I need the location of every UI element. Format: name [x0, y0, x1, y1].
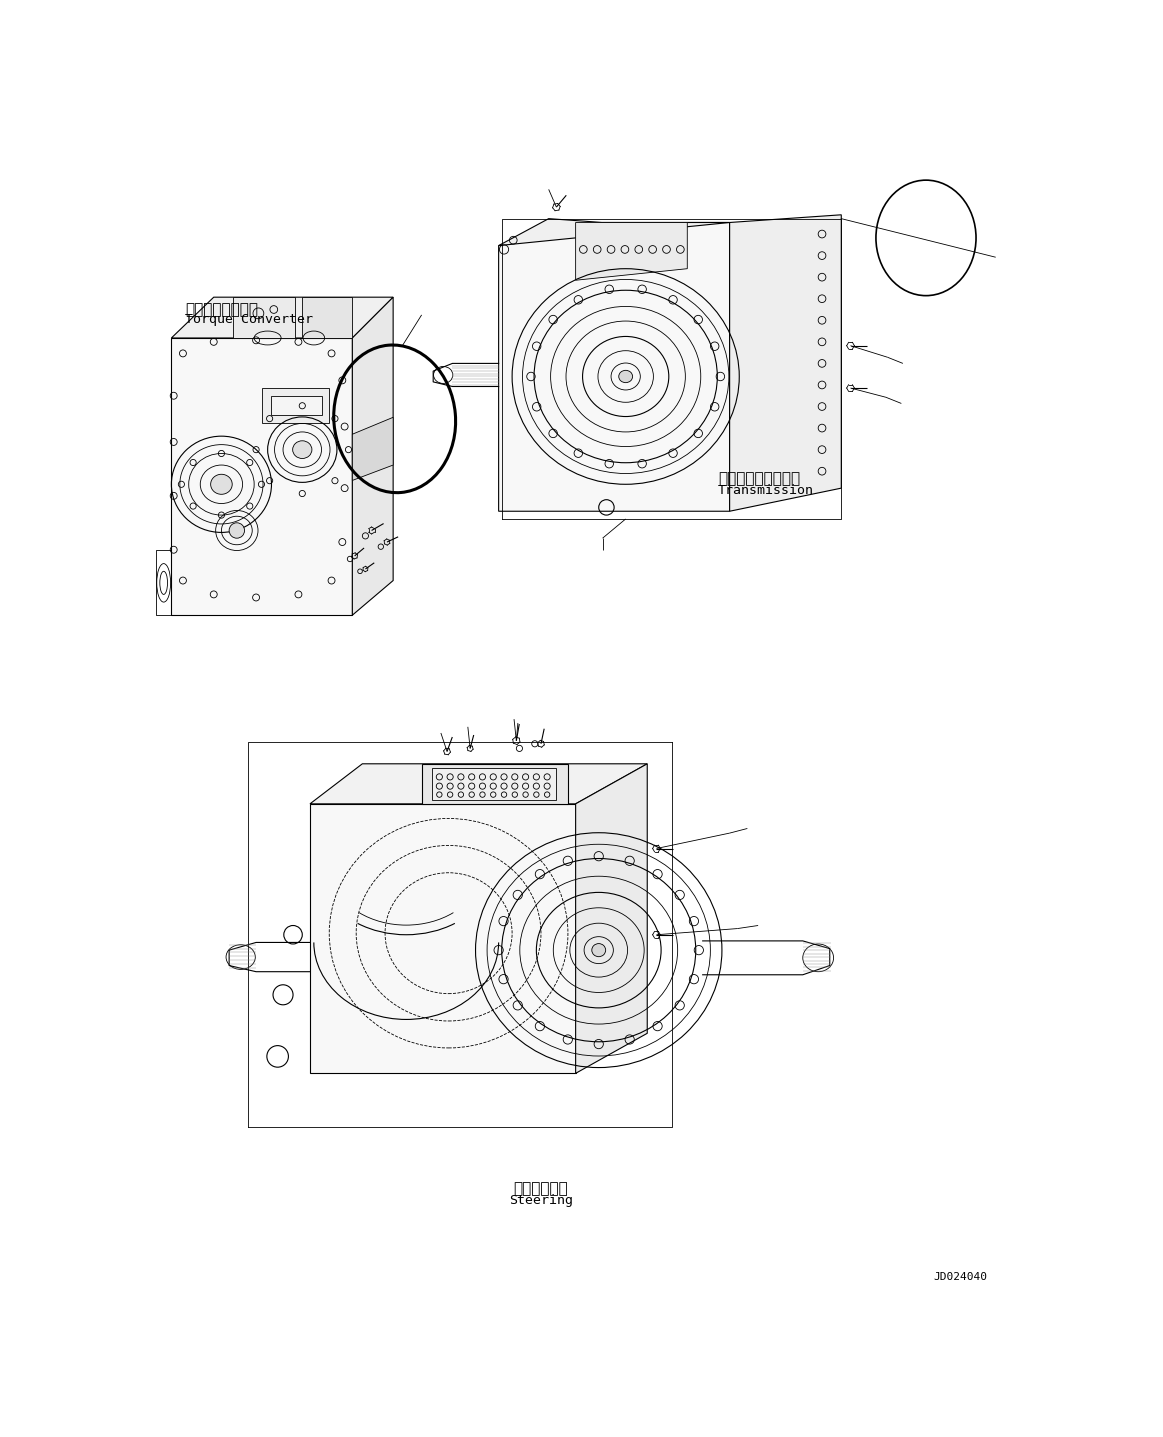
Polygon shape	[576, 764, 648, 1073]
Polygon shape	[233, 297, 294, 338]
Polygon shape	[352, 417, 393, 480]
Text: トルクコンバータ: トルクコンバータ	[185, 302, 258, 316]
Text: JD024040: JD024040	[934, 1272, 987, 1282]
Polygon shape	[499, 223, 729, 512]
Ellipse shape	[211, 474, 233, 494]
Text: Torque Converter: Torque Converter	[185, 313, 313, 326]
Polygon shape	[271, 395, 321, 415]
Polygon shape	[729, 214, 841, 512]
Polygon shape	[431, 767, 556, 800]
Polygon shape	[171, 297, 393, 338]
Polygon shape	[262, 388, 329, 422]
Polygon shape	[302, 297, 352, 338]
Polygon shape	[311, 764, 648, 803]
Polygon shape	[171, 338, 352, 615]
Polygon shape	[311, 803, 576, 1073]
Ellipse shape	[293, 441, 312, 458]
Text: Steering: Steering	[509, 1194, 573, 1207]
Text: Transmission: Transmission	[718, 483, 814, 497]
Polygon shape	[422, 764, 568, 803]
Circle shape	[229, 523, 244, 539]
Ellipse shape	[619, 371, 633, 382]
Polygon shape	[499, 218, 729, 246]
Text: ステアリング: ステアリング	[514, 1181, 569, 1196]
Polygon shape	[576, 223, 687, 280]
Polygon shape	[352, 297, 393, 615]
Ellipse shape	[592, 944, 606, 957]
Text: トランスミッション: トランスミッション	[718, 471, 800, 486]
